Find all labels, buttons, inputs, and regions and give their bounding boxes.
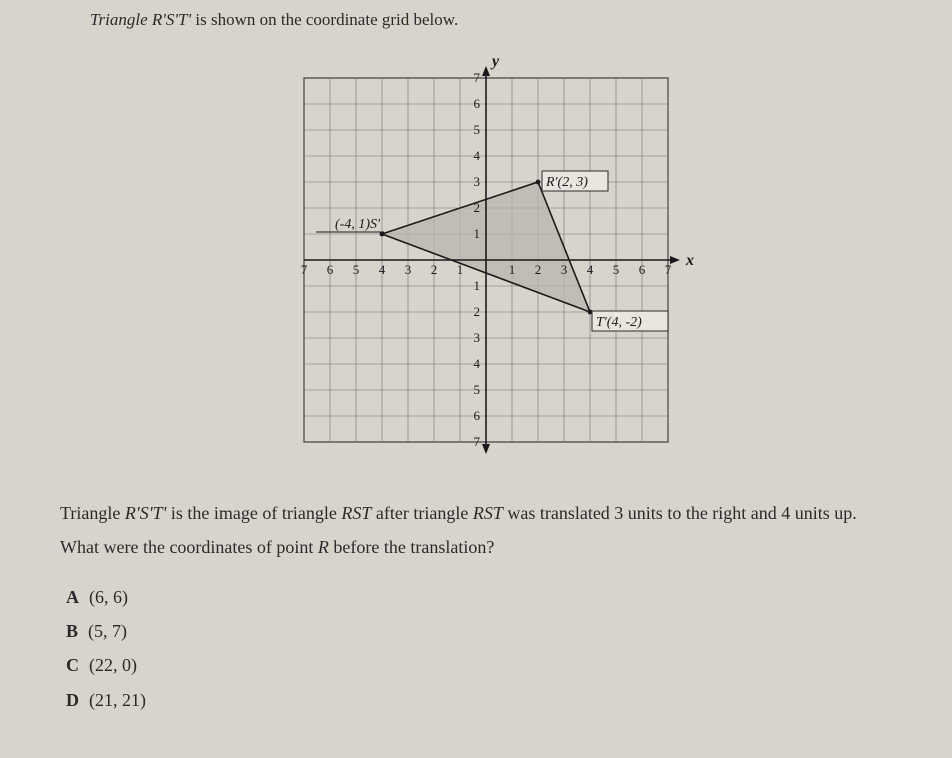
coordinate-grid-svg: 7654321123456712345671234567xy(-4, 1)S'R… (236, 40, 736, 480)
svg-text:7: 7 (474, 434, 481, 449)
answer-choice[interactable]: A (6, 6) (66, 580, 912, 614)
stmt-triangle-orig2: RST (473, 503, 503, 523)
svg-text:T'(4, -2): T'(4, -2) (596, 315, 642, 330)
stmt-triangle-image: R'S'T' (125, 503, 167, 523)
svg-text:6: 6 (639, 262, 646, 277)
svg-text:5: 5 (474, 382, 481, 397)
coordinate-grid-figure: 7654321123456712345671234567xy(-4, 1)S'R… (60, 40, 912, 480)
answer-choice[interactable]: D (21, 21) (66, 683, 912, 717)
svg-text:6: 6 (474, 408, 481, 423)
svg-text:4: 4 (379, 262, 386, 277)
svg-text:7: 7 (474, 70, 481, 85)
svg-text:2: 2 (474, 200, 481, 215)
answer-choice[interactable]: C (22, 0) (66, 648, 912, 682)
svg-text:6: 6 (327, 262, 334, 277)
svg-text:1: 1 (509, 262, 516, 277)
svg-text:7: 7 (301, 262, 308, 277)
svg-text:5: 5 (474, 122, 481, 137)
answer-letter: C (66, 655, 79, 675)
question-text: What were the coordinates of point R bef… (60, 537, 912, 558)
stmt-part: is the image of triangle (166, 503, 341, 523)
stmt-part: Triangle (60, 503, 125, 523)
svg-text:1: 1 (474, 226, 481, 241)
intro-triangle-name: Triangle R'S'T' (90, 10, 191, 29)
stmt-part: after triangle (371, 503, 472, 523)
answer-text: (22, 0) (89, 655, 137, 675)
svg-text:5: 5 (353, 262, 360, 277)
q-part: What were the coordinates of point (60, 537, 318, 557)
svg-text:2: 2 (535, 262, 542, 277)
answer-text: (6, 6) (89, 587, 128, 607)
answer-letter: D (66, 690, 79, 710)
intro-rest: is shown on the coordinate grid below. (191, 10, 458, 29)
answer-text: (5, 7) (88, 621, 127, 641)
q-part: before the translation? (329, 537, 494, 557)
svg-text:y: y (490, 53, 500, 70)
answer-letter: B (66, 621, 78, 641)
svg-text:2: 2 (431, 262, 438, 277)
svg-text:5: 5 (613, 262, 620, 277)
svg-text:2: 2 (474, 304, 481, 319)
stmt-part: was translated 3 units to the right and … (503, 503, 857, 523)
answer-choices: A (6, 6) B (5, 7) C (22, 0) D (21, 21) (66, 580, 912, 717)
svg-text:3: 3 (405, 262, 412, 277)
svg-text:6: 6 (474, 96, 481, 111)
svg-text:3: 3 (561, 262, 568, 277)
svg-text:1: 1 (457, 262, 464, 277)
stmt-triangle-orig: RST (341, 503, 371, 523)
problem-intro: Triangle R'S'T' is shown on the coordina… (60, 10, 912, 30)
svg-text:4: 4 (474, 356, 481, 371)
answer-choice[interactable]: B (5, 7) (66, 614, 912, 648)
svg-text:3: 3 (474, 330, 481, 345)
svg-text:x: x (685, 252, 694, 269)
answer-letter: A (66, 587, 79, 607)
svg-text:1: 1 (474, 278, 481, 293)
q-point: R (318, 537, 329, 557)
svg-text:R'(2, 3): R'(2, 3) (545, 175, 588, 190)
svg-text:3: 3 (474, 174, 481, 189)
translation-statement: Triangle R'S'T' is the image of triangle… (60, 500, 912, 527)
svg-text:4: 4 (474, 148, 481, 163)
svg-text:(-4, 1)S': (-4, 1)S' (335, 217, 381, 232)
svg-text:7: 7 (665, 262, 672, 277)
answer-text: (21, 21) (89, 690, 146, 710)
svg-text:4: 4 (587, 262, 594, 277)
